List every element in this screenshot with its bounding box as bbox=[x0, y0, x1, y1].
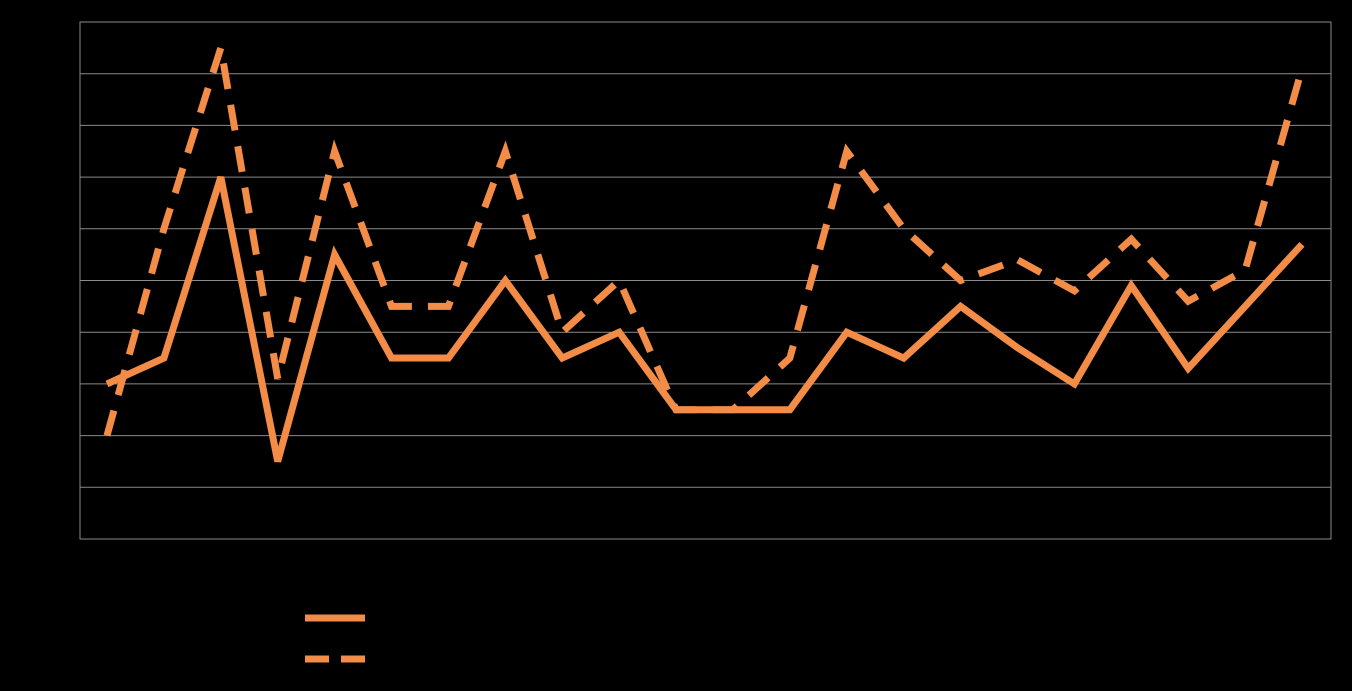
plot-border bbox=[79, 21, 1332, 540]
series-line bbox=[105, 176, 1305, 463]
series-line bbox=[103, 46, 1306, 437]
